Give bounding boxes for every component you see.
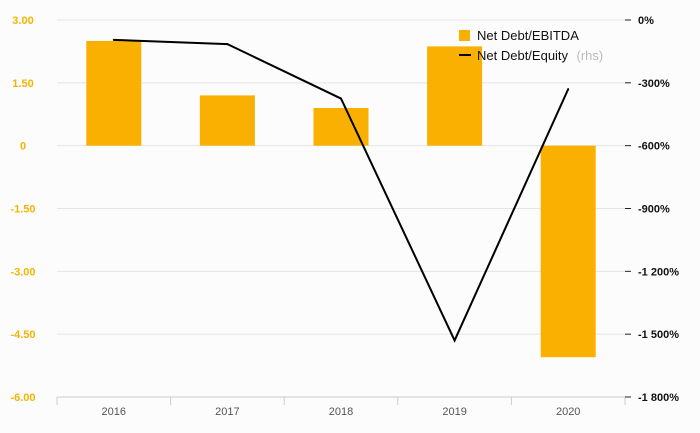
legend: Net Debt/EBITDA Net Debt/Equity (rhs): [459, 28, 603, 64]
y-left-tick-label: 0: [20, 141, 26, 153]
legend-label-net-debt-equity: Net Debt/Equity (rhs): [477, 47, 603, 64]
y-left-tick-label: -1.50: [10, 204, 35, 216]
y-left-tick-label: -3.00: [10, 266, 35, 278]
y-right-tick-label: -1 800%: [638, 392, 679, 404]
y-left-tick-label: 3.00: [12, 15, 33, 27]
x-tick-label: 2017: [215, 406, 239, 418]
y-right-tick-label: -900%: [638, 204, 670, 216]
y-right-tick-label: -600%: [638, 141, 670, 153]
x-axis: 2016 2017 2018 2019 2020: [56, 396, 626, 418]
gridlines: [57, 19, 625, 398]
line-point-2017: [226, 43, 229, 46]
line-point-2018: [340, 97, 342, 100]
y-right-tick-label: -1 500%: [638, 329, 679, 341]
x-tick-label: 2018: [329, 406, 353, 418]
y-right-tick-label: -300%: [638, 78, 670, 90]
line-point-2016: [112, 38, 115, 41]
x-tick-label: 2016: [102, 406, 126, 418]
legend-swatch-net-debt-ebitda: [459, 30, 470, 41]
line-series-net-debt-equity: [112, 38, 570, 343]
bar-2020: [540, 145, 596, 358]
line-point-2020: [567, 88, 570, 91]
y-axis-left: 3.00 1.50 0 -1.50 -3.00 -4.50 -6.00: [10, 15, 35, 404]
line-point-2019: [453, 339, 456, 342]
bar-2017: [199, 95, 255, 146]
x-tick-label: 2019: [442, 406, 466, 418]
legend-label-net-debt-equity-name: Net Debt/Equity: [477, 48, 569, 63]
bar-2016: [86, 40, 142, 146]
bar-series-net-debt-ebitda: [86, 40, 596, 358]
bar-2019: [427, 46, 483, 146]
y-axis-right: 0% -300% -600% -900% -1 200% -1 500% -1 800%: [625, 15, 679, 404]
y-left-tick-label: 1.50: [12, 78, 33, 90]
y-right-tick-label: -1 200%: [638, 266, 679, 278]
legend-label-net-debt-equity-suffix: (rhs): [577, 48, 604, 63]
line-path: [113, 38, 570, 343]
x-tick-label: 2020: [556, 406, 580, 418]
y-left-tick-label: -4.50: [10, 329, 35, 341]
legend-label-net-debt-ebitda: Net Debt/EBITDA: [477, 28, 579, 43]
y-left-tick-label: -6.00: [10, 392, 35, 404]
y-right-tick-label: 0%: [638, 15, 654, 27]
